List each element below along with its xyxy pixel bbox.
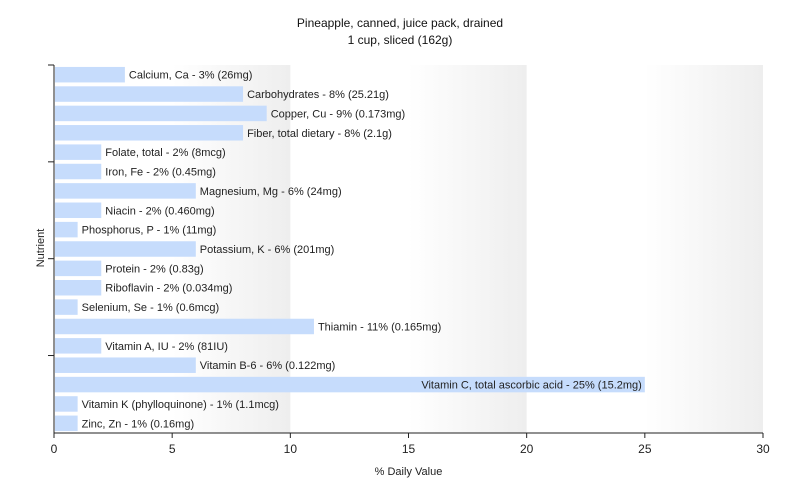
data-label: Niacin - 2% (0.460mg) [105, 205, 214, 217]
bar [55, 415, 78, 432]
data-label: Vitamin C, total ascorbic acid - 25% (15… [421, 380, 642, 392]
bar [55, 125, 244, 141]
data-label: Magnesium, Mg - 6% (24mg) [200, 186, 342, 198]
bar [55, 202, 102, 219]
x-tick-label: 15 [402, 442, 416, 456]
bar [55, 221, 78, 238]
x-tick-label: 5 [169, 442, 176, 456]
data-label: Vitamin A, IU - 2% (81IU) [105, 341, 228, 353]
data-label: Copper, Cu - 9% (0.173mg) [271, 108, 406, 120]
bar [55, 318, 314, 335]
bar [55, 66, 125, 83]
data-label: Thiamin - 11% (0.165mg) [318, 321, 441, 333]
data-label: Iron, Fe - 2% (0.45mg) [105, 167, 216, 179]
data-label: Zinc, Zn - 1% (0.16mg) [82, 418, 194, 430]
bar [55, 357, 196, 373]
data-label: Carbohydrates - 8% (25.21g) [247, 89, 389, 101]
bar [55, 183, 196, 199]
bars [55, 66, 645, 432]
chart-title: Pineapple, canned, juice pack, drained [296, 16, 504, 30]
bar [55, 144, 102, 160]
bar [55, 396, 78, 412]
grid-band [644, 65, 763, 433]
bar [55, 299, 78, 315]
bar [55, 279, 102, 296]
x-tick-label: 30 [756, 442, 770, 456]
bar [55, 241, 196, 257]
bar [55, 163, 102, 180]
bar [55, 86, 244, 102]
data-label: Calcium, Ca - 3% (26mg) [129, 70, 252, 82]
x-tick-label: 10 [284, 442, 298, 456]
x-axis-label: % Daily Value [374, 466, 443, 478]
data-label: Fiber, total dietary - 8% (2.1g) [247, 128, 392, 140]
bar [55, 105, 267, 122]
data-label: Folate, total - 2% (8mcg) [105, 147, 225, 159]
data-label: Vitamin K (phylloquinone) - 1% (1.1mcg) [82, 399, 279, 411]
data-label: Selenium, Se - 1% (0.6mcg) [82, 302, 220, 314]
data-label: Phosphorus, P - 1% (11mg) [82, 225, 217, 237]
x-tick-label: 0 [51, 442, 58, 456]
data-label: Protein - 2% (0.83g) [105, 263, 203, 275]
bar [55, 376, 645, 393]
data-label: Potassium, K - 6% (201mg) [200, 244, 334, 256]
axes: 0 5 10 15 20 25 30 [48, 64, 770, 456]
bar [55, 260, 102, 277]
data-label: Riboflavin - 2% (0.034mg) [105, 283, 232, 295]
bar [55, 338, 102, 354]
x-tick-label: 25 [638, 442, 652, 456]
data-label: Vitamin B-6 - 6% (0.122mg) [200, 360, 336, 372]
chart-subtitle: 1 cup, sliced (162g) [347, 33, 453, 47]
grid-band [408, 65, 527, 433]
data-labels: Calcium, Ca - 3% (26mg) Carbohydrates - 8… [82, 70, 642, 431]
x-tick-label: 20 [520, 442, 534, 456]
y-axis-label: Nutrient [35, 228, 47, 268]
